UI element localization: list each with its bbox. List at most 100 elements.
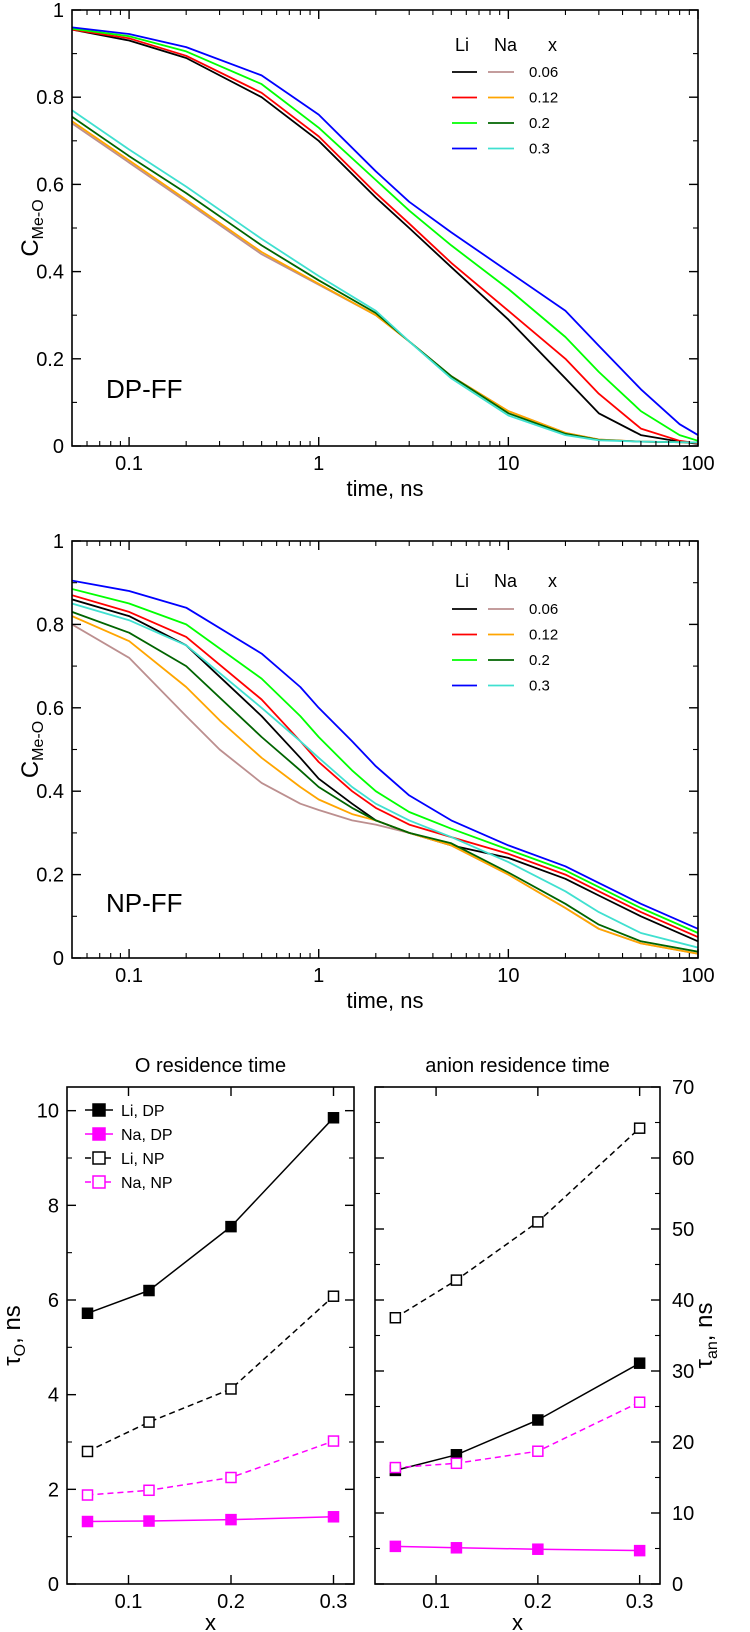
- anion-residence-y-axis-label: τan, ns: [691, 1303, 721, 1369]
- dp-legend-header-0: Li: [455, 35, 469, 55]
- dp-xtick-label-1: 1: [313, 453, 324, 475]
- np-series-6-line: [72, 611, 698, 953]
- an_res-xtick-label-1: 0.2: [524, 1591, 552, 1613]
- dp-legend-header-2: x: [548, 35, 557, 55]
- an_res-ytick-label-2: 20: [672, 1432, 694, 1454]
- dp-series-0-line: [72, 28, 698, 445]
- np-legend-header-1: Na: [494, 571, 518, 591]
- o_res-series-2-marker-3: [327, 1290, 340, 1302]
- o-residence-legend-label-1: Na, DP: [121, 1127, 173, 1144]
- o-residence-y-axis-label-sub: O: [12, 1344, 29, 1356]
- an_res-ytick-label-0: 0: [672, 1574, 683, 1596]
- dp-legend-label-1: 0.12: [529, 90, 558, 107]
- np-ff-panel: 0.1 1 10 100 0 0.2 0.4 0.6 0.8 1 NP-FF time, ns C…: [17, 531, 715, 1013]
- an_res-xtick-label-2: 0.3: [626, 1591, 654, 1613]
- o-residence-y-axis-label-suffix: , ns: [0, 1305, 26, 1344]
- np-y-axis-label-main: C: [17, 761, 44, 778]
- np-legend-label-2: 0.2: [529, 652, 550, 669]
- o_res-series-2-marker-0: [81, 1445, 94, 1458]
- dp-legend-label-2: 0.2: [529, 115, 550, 132]
- np-series-2-line: [72, 588, 698, 934]
- dp-ticks: 0.1 1 10 100 0 0.2 0.4 0.6 0.8 1: [36, 0, 715, 475]
- dp-xtick-label-2: 10: [497, 453, 519, 475]
- dp-y-axis-label-sub: Me-O: [30, 199, 47, 239]
- np-ticks: 0.1 1 10 100 0 0.2 0.4 0.6 0.8 1: [36, 531, 715, 987]
- an_res-ytick-label-5: 50: [672, 1219, 694, 1241]
- an_res-series-1-marker-0: [389, 1540, 402, 1553]
- o_res-ytick-label-0: 0: [48, 1574, 59, 1596]
- an_res-series-3-marker-3: [633, 1396, 646, 1408]
- np-ytick-label-4: 0.8: [36, 614, 64, 636]
- an_res-xtick-label-0: 0.1: [422, 1591, 450, 1613]
- anion-residence-plot-frame: [374, 1086, 661, 1585]
- o_res-series-2-line: [87, 1295, 335, 1453]
- o_res-series-1-line: [87, 1516, 334, 1523]
- o_res-series-0-marker-1: [143, 1284, 155, 1297]
- np-legend-header-2: x: [548, 571, 557, 591]
- o-residence-legend-label-0: Li, DP: [121, 1103, 165, 1120]
- o-residence-legend-marker-2: [92, 1151, 106, 1165]
- an_res-series-3-marker-1: [450, 1457, 463, 1470]
- an_res-series-0-marker-3: [633, 1357, 646, 1369]
- np-xtick-label-2: 10: [497, 965, 519, 987]
- np-ytick-label-3: 0.6: [36, 698, 64, 720]
- dp-series-2-line: [72, 27, 698, 442]
- o_res-ytick-label-1: 2: [48, 1479, 59, 1501]
- dp-series-1-line: [72, 28, 698, 445]
- anion-residence-y-axis-label-sub: an: [704, 1341, 721, 1359]
- dp-y-axis-label: CMe-O: [17, 199, 47, 256]
- dp-ytick-label-2: 0.4: [36, 262, 64, 284]
- dp-annotation: DP-FF: [106, 374, 183, 404]
- np-xtick-label-1: 1: [313, 965, 324, 987]
- an_res-series-0-marker-2: [532, 1414, 544, 1426]
- dp-legend: Li Na x 0.06 0.12 0.2 0.3: [452, 35, 558, 158]
- an_res-ytick-label-1: 10: [672, 1503, 694, 1525]
- o-residence-legend: Li, DP Na, DP Li, NP Na, NP: [85, 1103, 173, 1192]
- an_res-ytick-label-4: 40: [672, 1290, 694, 1312]
- dp-legend-label-0: 0.06: [529, 64, 558, 81]
- np-series-1-line: [72, 594, 698, 938]
- np-legend-label-1: 0.12: [529, 627, 558, 644]
- dp-ytick-label-1: 0.2: [36, 349, 64, 371]
- np-annotation: NP-FF: [106, 888, 183, 918]
- an_res-ytick-label-6: 60: [672, 1148, 694, 1170]
- anion-residence-y-axis-label-suffix: , ns: [691, 1303, 718, 1342]
- o_res-ytick-label-5: 10: [37, 1101, 59, 1123]
- o_res-series-3-marker-0: [81, 1489, 94, 1501]
- dp-series-7-line: [72, 109, 698, 444]
- an_res-series-3-marker-0: [389, 1461, 402, 1474]
- o_res-series-3-marker-2: [225, 1471, 237, 1484]
- dp-ytick-label-3: 0.6: [36, 174, 64, 196]
- an_res-series-1-line: [395, 1545, 640, 1552]
- o_res-series-0-line: [87, 1117, 335, 1315]
- an_res-series-1-marker-3: [633, 1544, 646, 1557]
- o-residence-y-axis-label: τO, ns: [0, 1305, 29, 1366]
- np-xtick-label-3: 100: [681, 965, 714, 987]
- dp-ytick-label-4: 0.8: [36, 87, 64, 109]
- o_res-series-2-marker-1: [143, 1416, 155, 1428]
- np-series-7-line: [72, 602, 698, 949]
- anion-residence-series: [389, 1122, 646, 1557]
- o_res-series-3-line: [87, 1440, 334, 1496]
- an_res-series-1-marker-1: [450, 1542, 463, 1554]
- an_res-series-2-marker-2: [532, 1216, 544, 1228]
- dp-xtick-label-3: 100: [681, 453, 714, 475]
- an_res-series-2-line: [395, 1127, 641, 1319]
- an_res-series-2-marker-3: [633, 1122, 646, 1134]
- o_res-series-2-marker-2: [225, 1383, 237, 1395]
- np-legend: Li Na x 0.06 0.12 0.2 0.3: [452, 571, 558, 695]
- o-residence-series: [81, 1112, 340, 1528]
- o-residence-legend-label-2: Li, NP: [121, 1151, 165, 1168]
- dp-ytick-label-0: 0: [53, 436, 64, 458]
- np-ytick-label-5: 1: [53, 531, 64, 553]
- o_res-series-0-marker-0: [81, 1307, 94, 1320]
- np-x-axis-label: time, ns: [346, 988, 423, 1013]
- anion-residence-y-axis-label-main: τ: [691, 1358, 718, 1368]
- o_res-xtick-label-2: 0.3: [320, 1591, 348, 1613]
- np-series-lines: [72, 579, 698, 955]
- np-y-axis-label-sub: Me-O: [30, 721, 47, 761]
- np-legend-label-3: 0.3: [529, 678, 550, 695]
- o_res-series-0-marker-3: [327, 1112, 340, 1124]
- dp-ff-panel: 0.1 1 10 100 0 0.2 0.4 0.6 0.8 1 DP-FF time, ns C…: [17, 0, 715, 501]
